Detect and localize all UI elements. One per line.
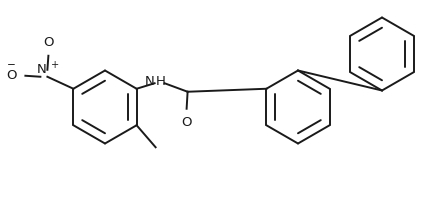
- Text: N: N: [37, 63, 47, 76]
- Text: O: O: [181, 116, 192, 129]
- Text: H: H: [156, 75, 165, 88]
- Text: O: O: [6, 69, 16, 82]
- Text: O: O: [43, 36, 54, 49]
- Text: N: N: [145, 75, 155, 88]
- Text: +: +: [51, 60, 60, 70]
- Text: −: −: [6, 60, 16, 70]
